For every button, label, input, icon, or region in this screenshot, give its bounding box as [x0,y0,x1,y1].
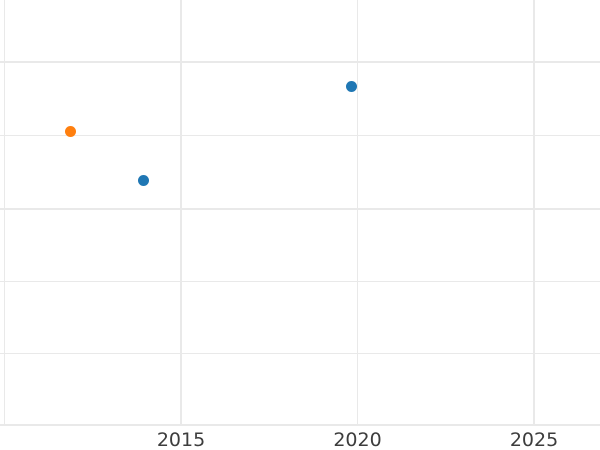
gridline-horizontal [0,352,600,355]
gridline-vertical [356,0,359,425]
x-tick-label: 2015 [156,429,206,450]
gridline-horizontal [0,61,600,63]
gridline-vertical [180,0,182,425]
gridline-vertical [533,0,535,425]
data-point-series-blue [345,80,357,92]
gridline-horizontal [0,134,600,137]
data-point-series-blue [137,174,149,186]
gridline-horizontal [0,280,600,283]
gridline-vertical [3,0,6,425]
x-tick-label: 2020 [333,429,382,450]
gridline-horizontal [0,424,600,426]
data-point-series-orange [65,126,76,137]
x-tick-label: 2025 [509,429,559,450]
gridline-horizontal [0,208,600,210]
